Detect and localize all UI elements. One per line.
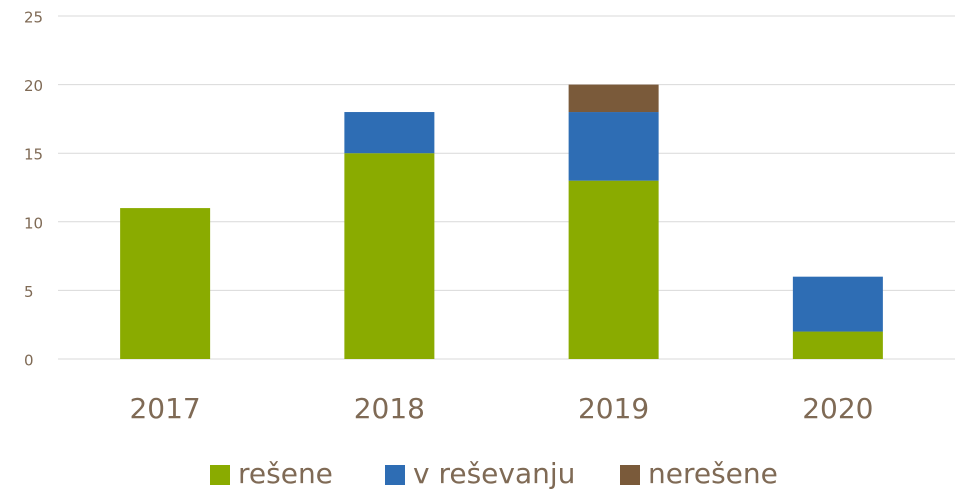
legend-label: rešene	[238, 457, 333, 490]
y-tick-label: 20	[24, 77, 43, 95]
bar-segment	[344, 153, 435, 359]
bar-segment	[120, 208, 211, 359]
y-tick-label: 15	[24, 146, 43, 164]
legend-swatch	[620, 465, 640, 485]
legend-label: nerešene	[648, 457, 778, 490]
legend-swatch	[385, 465, 405, 485]
bar-segment	[568, 112, 659, 181]
x-tick-label: 2017	[129, 392, 200, 425]
bar-segment	[568, 84, 659, 113]
y-tick-label: 10	[24, 214, 43, 232]
y-tick-label: 25	[24, 9, 43, 27]
x-tick-label: 2019	[578, 392, 649, 425]
y-tick-label: 5	[24, 283, 34, 301]
x-tick-label: 2020	[802, 392, 873, 425]
bar-segment	[344, 112, 435, 154]
bar-segment	[792, 276, 883, 332]
legend-swatch	[210, 465, 230, 485]
bar-segment	[792, 331, 883, 359]
legend-label: v reševanju	[413, 457, 575, 490]
x-tick-label: 2018	[354, 392, 425, 425]
y-tick-label: 0	[24, 352, 34, 370]
bar-segment	[568, 180, 659, 359]
